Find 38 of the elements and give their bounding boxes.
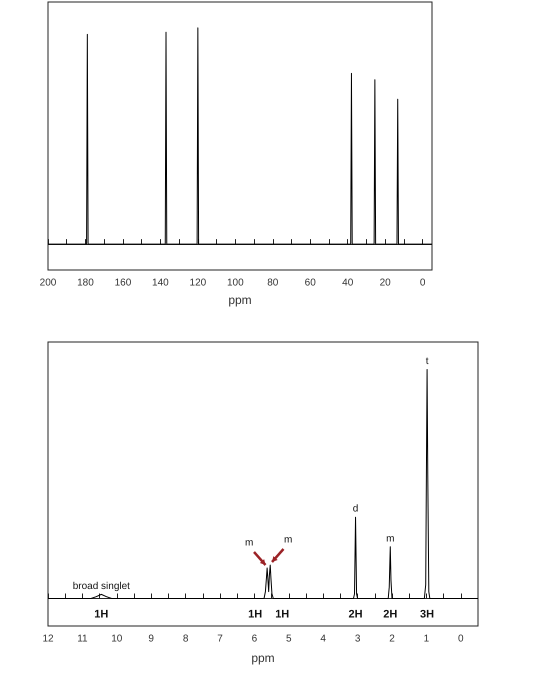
annotation: m: [244, 538, 254, 549]
x-tick-label: 160: [114, 278, 132, 288]
x-tick-label: 60: [304, 278, 316, 288]
x-tick-label: 40: [342, 278, 354, 288]
x-tick-label: 3: [354, 634, 361, 644]
text: 1H: [94, 608, 108, 621]
x-tick-label: 6: [252, 634, 258, 644]
text: 2H: [383, 608, 398, 621]
x-axis-title: ppm: [228, 293, 252, 307]
x-tick-label: 11: [77, 634, 88, 644]
annotation: m: [386, 533, 394, 544]
x-tick-label: 140: [152, 278, 170, 288]
x-tick-label: 8: [182, 634, 189, 644]
x-tick-label: 100: [226, 278, 244, 288]
x-tick-label: 180: [77, 278, 94, 288]
x-tick-label: 0: [458, 634, 464, 644]
text: 3H: [420, 608, 434, 621]
x-tick-label: 80: [267, 278, 279, 288]
x-tick-label: 2: [389, 634, 396, 644]
annotation: d: [352, 504, 358, 515]
annotation: broad singlet: [72, 580, 130, 592]
x-tick-label: 7: [217, 634, 224, 644]
annotation: t: [426, 356, 429, 367]
x-tick-label: 20: [380, 278, 392, 288]
x-tick-label: 120: [190, 278, 207, 288]
annotation: m: [284, 534, 292, 546]
x-tick-label: 12: [42, 634, 54, 644]
x-tick-label: 1: [424, 634, 430, 644]
x-tick-label: 10: [111, 634, 123, 644]
text: 1H: [275, 608, 290, 621]
x-tick-label: 9: [148, 634, 154, 644]
x-tick-label: 4: [320, 634, 326, 644]
x-tick-label: 200: [40, 278, 57, 288]
text: 2H: [348, 608, 363, 621]
text: 1H: [248, 608, 262, 621]
x-tick-label: 0: [420, 278, 426, 288]
x-axis-title: ppm: [251, 651, 275, 665]
x-tick-label: 5: [286, 634, 292, 644]
